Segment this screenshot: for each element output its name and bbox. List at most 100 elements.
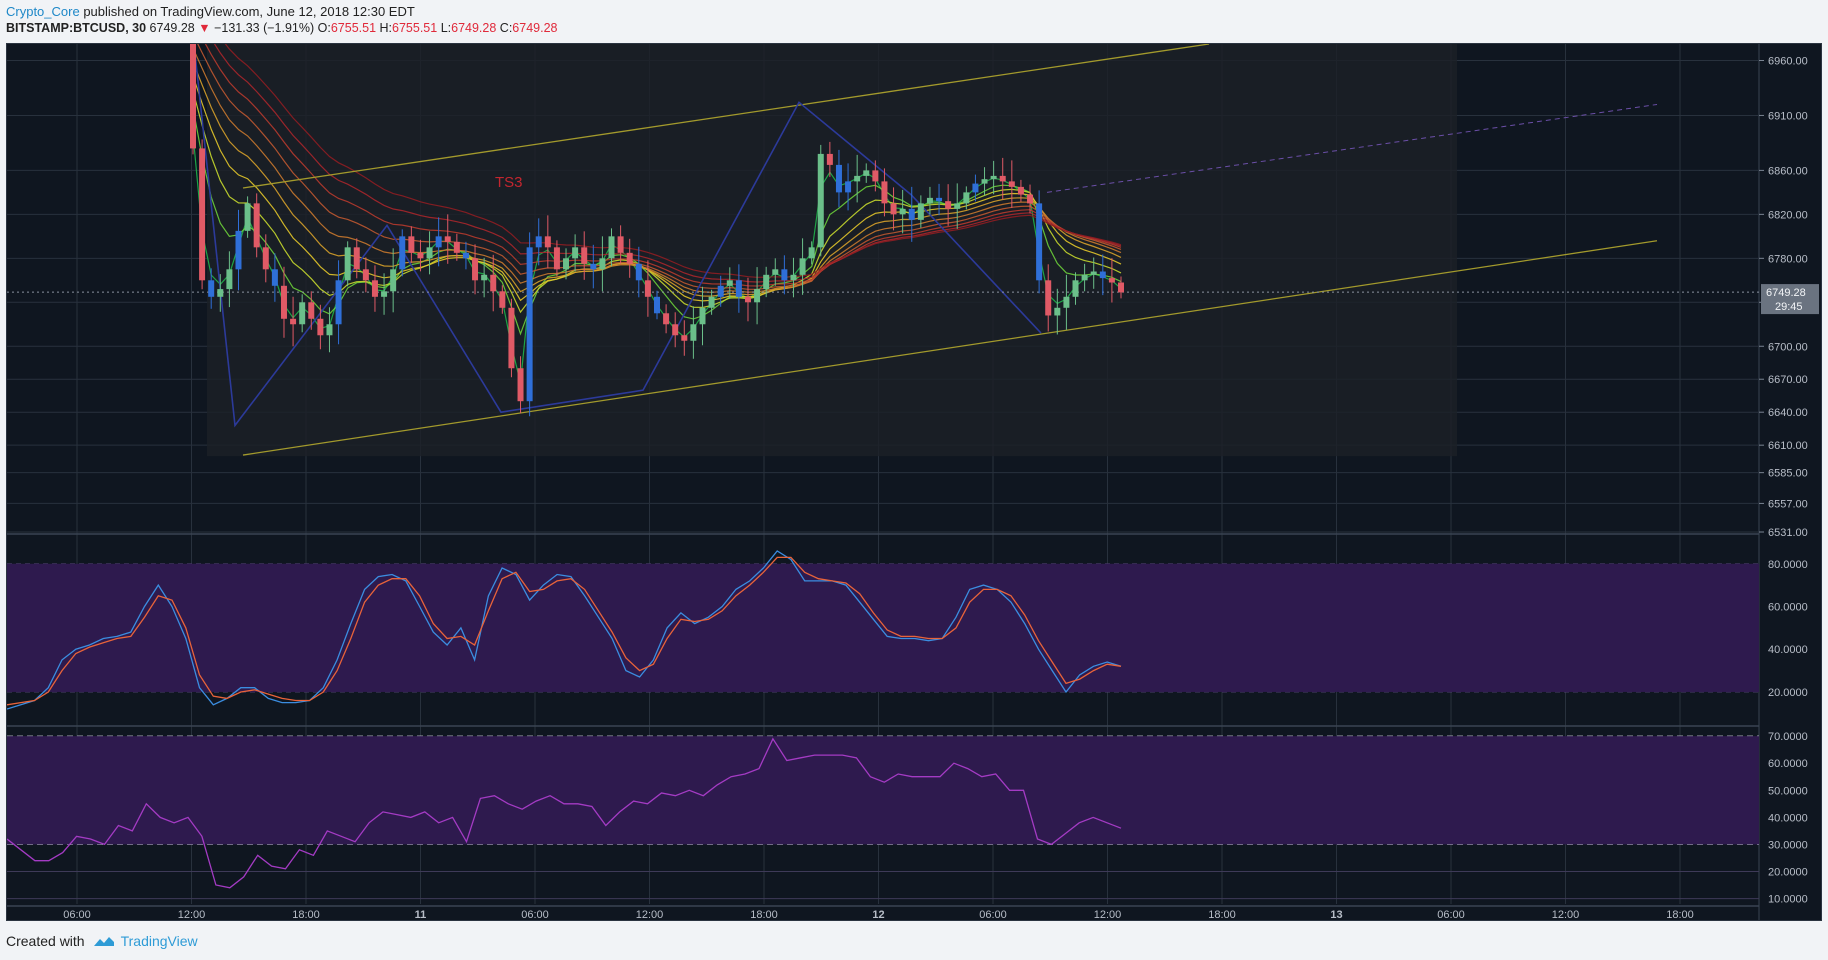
candle-body	[881, 181, 888, 204]
candle-body	[899, 208, 906, 215]
price-badge-value: 6749.28	[1766, 287, 1806, 299]
candle-body	[199, 148, 206, 281]
zigzag-line	[190, 16, 1042, 428]
candle-body	[945, 201, 952, 209]
candle-body	[999, 175, 1006, 182]
stoch-tick-label: 60.0000	[1768, 602, 1808, 614]
candle-body	[526, 247, 533, 402]
candle-body	[817, 153, 824, 248]
projection-line	[1046, 103, 1658, 193]
candle-body	[699, 307, 706, 325]
candle-body	[617, 236, 624, 253]
candle-body	[963, 192, 970, 204]
candle-body	[544, 236, 551, 248]
chart-container[interactable]: 06:00 12:00 18:00 11 06:00 12:00 18:00 12 06:00 1…	[6, 0, 1822, 921]
oscillator-lines	[6, 550, 1122, 889]
last-price: 6749.28	[149, 21, 195, 35]
y-tick-label: 6860.00	[1768, 165, 1808, 177]
candle-body	[563, 258, 570, 270]
y-tick-label: 6557.00	[1768, 498, 1808, 510]
stoch-d-line	[6, 556, 1122, 706]
candle-body	[490, 274, 497, 292]
candle-body	[926, 197, 933, 204]
candle-body	[808, 247, 815, 259]
y-tick-label: 6780.00	[1768, 253, 1808, 265]
candle-body	[1081, 274, 1088, 281]
candle-body	[1072, 280, 1079, 297]
x-tick-label: 06:00	[1437, 909, 1465, 920]
candle-body	[936, 197, 943, 202]
candle-body	[299, 302, 306, 325]
candle-body	[1090, 271, 1097, 275]
quote-line: BITSTAMP:BTCUSD, 30 6749.28 ▼ −131.33 (−…	[6, 21, 557, 35]
candle-body	[717, 285, 724, 297]
candle-body	[1017, 186, 1024, 195]
x-tick-label: 13	[1330, 909, 1342, 920]
candle-body	[371, 280, 378, 297]
channel-upper-line	[242, 43, 1210, 189]
candle-body	[917, 203, 924, 220]
candle-body	[845, 181, 852, 193]
candle-body	[362, 269, 369, 281]
x-tick-label: 12:00	[178, 909, 206, 920]
candle-body	[608, 236, 615, 259]
candle-body	[772, 269, 779, 275]
footer: Created with TradingView	[6, 933, 198, 949]
candle-body	[626, 252, 633, 264]
candle-body	[744, 296, 751, 303]
high-value: 6755.51	[392, 21, 438, 35]
candle-body	[1008, 181, 1015, 187]
candle-body	[226, 269, 233, 290]
x-tick-label: 12:00	[636, 909, 664, 920]
candle-body	[317, 318, 324, 336]
x-tick-label: 18:00	[1208, 909, 1236, 920]
candle-body	[472, 258, 479, 281]
y-tick-label: 6960.00	[1768, 55, 1808, 67]
rsi-band	[7, 736, 1759, 845]
candle-layer	[190, 21, 1124, 417]
candle-body	[799, 258, 806, 275]
high-label: H:	[379, 21, 393, 35]
rsi-tick-label: 40.0000	[1768, 812, 1808, 824]
candle-body	[726, 280, 733, 286]
candle-body	[553, 247, 560, 270]
ts3-annotation: TS3	[495, 174, 523, 191]
rsi-tick-label: 10.0000	[1768, 894, 1808, 906]
ema-ribbon-line	[192, 34, 1122, 290]
y-tick-label: 6585.00	[1768, 468, 1808, 480]
x-tick-label: 18:00	[750, 909, 778, 920]
x-tick-label: 12:00	[1552, 909, 1580, 920]
candle-body	[763, 274, 770, 290]
forecast-box	[207, 44, 1457, 457]
publish-info: published on TradingView.com, June 12, 2…	[83, 4, 415, 19]
candle-body	[754, 289, 761, 303]
candle-body	[1108, 278, 1115, 283]
oscillator-bands	[7, 563, 1759, 845]
axis-layer: 06:00 12:00 18:00 11 06:00 12:00 18:00 12 06:00 1…	[63, 55, 1819, 921]
tradingview-brand[interactable]: TradingView	[93, 933, 198, 949]
channel-lower-line	[242, 240, 1658, 456]
candle-body	[462, 252, 469, 259]
candle-body	[390, 269, 397, 292]
author-link[interactable]: Crypto_Core	[6, 4, 80, 19]
y-tick-label: 6640.00	[1768, 407, 1808, 419]
candle-body	[663, 313, 670, 325]
stoch-band	[7, 563, 1759, 692]
x-tick-label: 06:00	[63, 909, 91, 920]
chart-canvas[interactable]: 06:00 12:00 18:00 11 06:00 12:00 18:00 12 06:00 1…	[6, 0, 1821, 921]
candle-body	[453, 241, 460, 253]
down-arrow-icon: ▼	[198, 21, 211, 35]
rsi-tick-label: 60.0000	[1768, 758, 1808, 770]
rsi-tick-label: 20.0000	[1768, 867, 1808, 879]
candle-body	[399, 236, 406, 270]
candle-body	[872, 170, 879, 182]
x-tick-label: 06:00	[979, 909, 1007, 920]
rsi-tick-label: 30.0000	[1768, 839, 1808, 851]
candle-body	[908, 208, 915, 220]
candle-body	[326, 324, 333, 336]
candle-body	[681, 335, 688, 341]
candle-body	[1063, 296, 1070, 308]
candle-body	[635, 263, 642, 281]
ema-ribbon-line	[192, 47, 1122, 293]
x-tick-label: 11	[415, 909, 427, 920]
